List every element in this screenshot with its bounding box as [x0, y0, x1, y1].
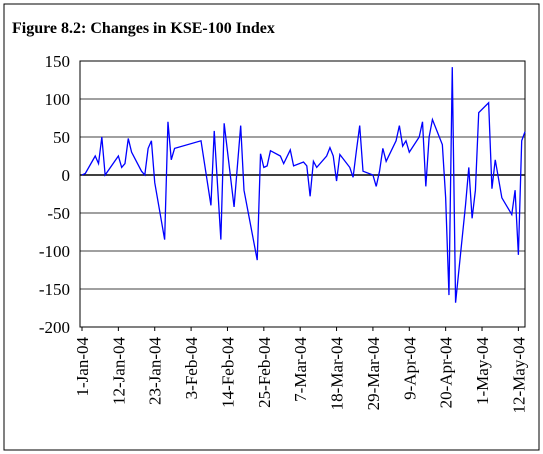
y-tick-label: 150: [45, 52, 71, 71]
x-tick-label: 29-Mar-04: [364, 337, 383, 411]
x-tick-label: 9-Apr-04: [400, 337, 419, 400]
x-tick-label: 12-Jan-04: [109, 337, 128, 405]
y-tick-label: 100: [45, 90, 71, 109]
chart-title: Figure 8.2: Changes in KSE-100 Index: [12, 20, 275, 37]
y-tick-label: -150: [39, 280, 70, 299]
x-tick-label: 3-Feb-04: [182, 337, 201, 400]
y-tick-label: -100: [39, 242, 70, 261]
x-tick-label: 7-Mar-04: [291, 337, 310, 402]
x-tick-label: 1-May-04: [473, 337, 492, 405]
x-tick-label: 20-Apr-04: [437, 337, 456, 409]
y-tick-label: -200: [39, 318, 70, 337]
x-tick-label: 25-Feb-04: [255, 337, 274, 408]
x-tick-label: 12-May-04: [509, 337, 528, 414]
y-tick-label: 0: [62, 166, 71, 185]
x-tick-label: 1-Jan-04: [73, 337, 92, 397]
data-line: [81, 67, 526, 303]
y-tick-label: 50: [53, 128, 70, 147]
x-tick-label: 23-Jan-04: [146, 337, 165, 405]
x-tick-label: 14-Feb-04: [218, 337, 237, 408]
x-tick-label: 18-Mar-04: [328, 337, 347, 411]
y-tick-label: -50: [47, 204, 70, 223]
